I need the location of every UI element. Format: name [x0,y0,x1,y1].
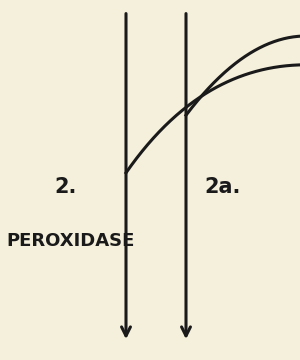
Text: 2.: 2. [55,177,77,197]
Text: PEROXIDASE: PEROXIDASE [6,232,134,250]
Text: 2a.: 2a. [204,177,240,197]
